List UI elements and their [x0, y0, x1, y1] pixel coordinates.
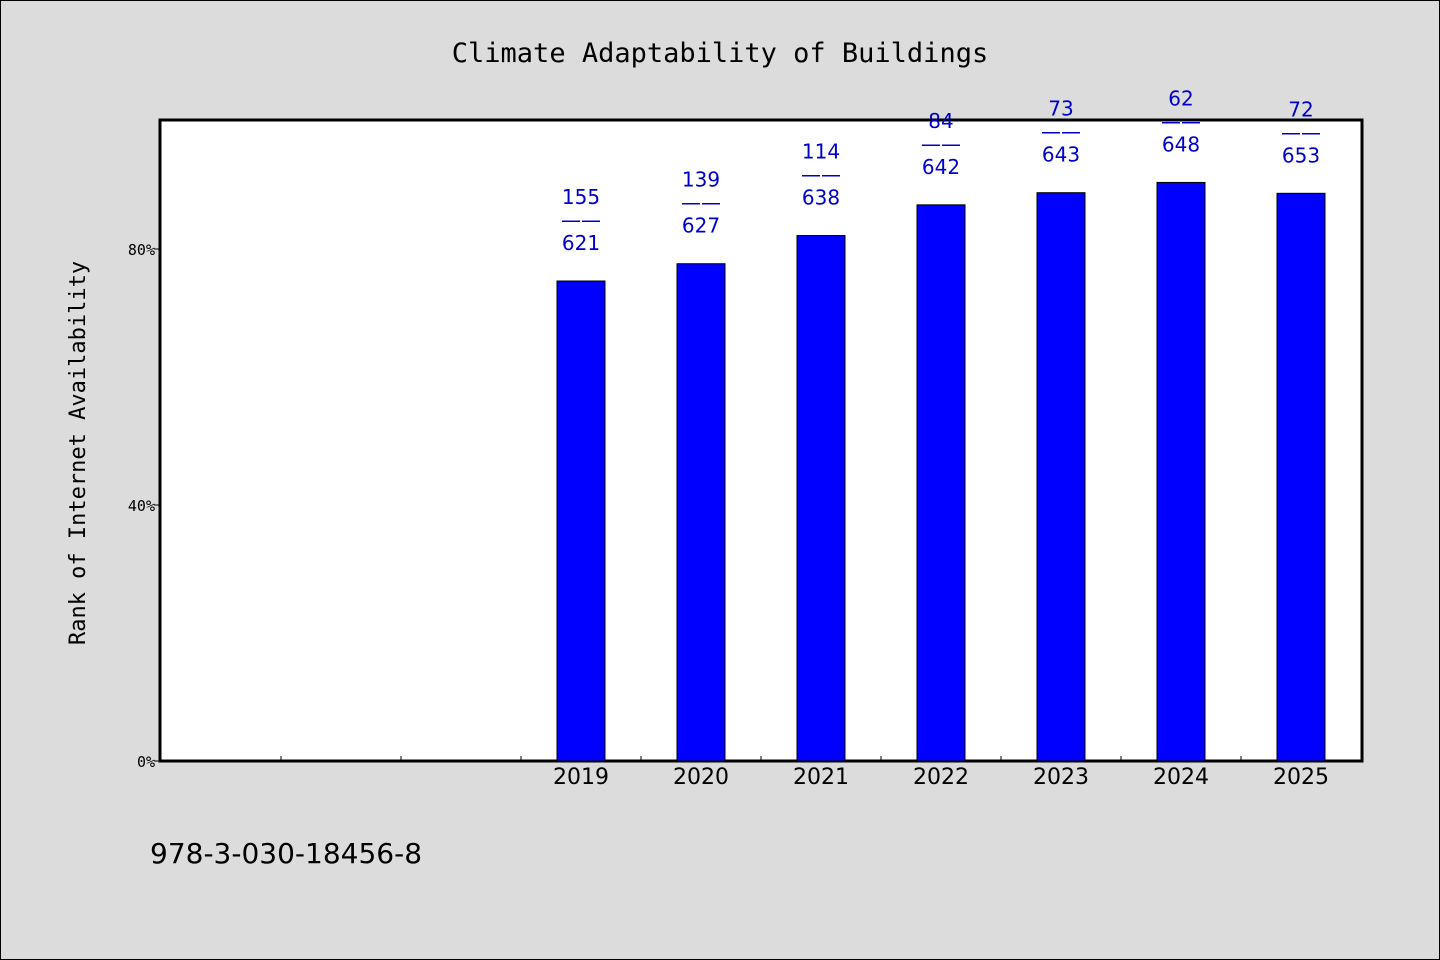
x-tick-label: 2019 — [553, 765, 609, 790]
y-tick-label: 80% — [128, 241, 155, 259]
data-label-bottom: 643 — [1042, 143, 1080, 167]
y-axis: 0% 40% 80% — [128, 241, 161, 771]
data-label-bottom: 648 — [1162, 132, 1200, 156]
bar-2019 — [556, 280, 606, 762]
data-label-top: 73 — [1048, 97, 1073, 121]
data-label-sep: —— — [801, 163, 841, 187]
x-tick-label: 2023 — [1033, 765, 1089, 790]
data-label-sep: —— — [1161, 109, 1201, 133]
data-label-top: 72 — [1288, 97, 1313, 121]
data-label-sep: —— — [1281, 120, 1321, 144]
data-label-bottom: 638 — [802, 186, 840, 210]
data-label-bottom: 642 — [922, 155, 960, 179]
x-tick-label: 2021 — [793, 765, 849, 790]
data-labels-layer: 155——621139——627114——63884——64273——64362… — [561, 86, 1321, 255]
data-label-bottom: 627 — [682, 214, 720, 238]
bar-2022 — [916, 204, 966, 762]
bar-2024 — [1156, 181, 1206, 762]
chart-title: Climate Adaptability of Buildings — [452, 38, 988, 69]
data-label-bottom: 621 — [562, 231, 600, 255]
bar-2020 — [676, 263, 726, 762]
y-tick-label: 0% — [137, 753, 155, 771]
data-label-sep: —— — [561, 208, 601, 232]
data-label-top: 139 — [682, 168, 720, 192]
data-label-top: 114 — [802, 140, 840, 164]
y-tick-label: 40% — [128, 497, 155, 515]
x-tick-label: 2025 — [1273, 765, 1329, 790]
bar-2021 — [796, 235, 846, 762]
x-axis: 2019 2020 2021 2022 2023 2024 2025 — [280, 756, 1329, 790]
x-tick-label: 2022 — [913, 765, 969, 790]
data-label-top: 62 — [1168, 86, 1193, 110]
bar-2023 — [1036, 192, 1086, 762]
isbn-label: 978-3-030-18456-8 — [150, 837, 422, 870]
y-axis-label: Rank of Internet Availability — [66, 261, 91, 645]
data-label-top: 155 — [562, 185, 600, 209]
x-tick-label: 2024 — [1153, 765, 1209, 790]
data-label-top: 84 — [928, 109, 953, 133]
bars-layer — [556, 181, 1326, 762]
data-label-sep: —— — [1041, 120, 1081, 144]
bar-2025 — [1276, 192, 1326, 762]
data-label-sep: —— — [681, 191, 721, 215]
data-label-bottom: 653 — [1282, 143, 1320, 167]
data-label-sep: —— — [921, 132, 961, 156]
x-tick-label: 2020 — [673, 765, 729, 790]
